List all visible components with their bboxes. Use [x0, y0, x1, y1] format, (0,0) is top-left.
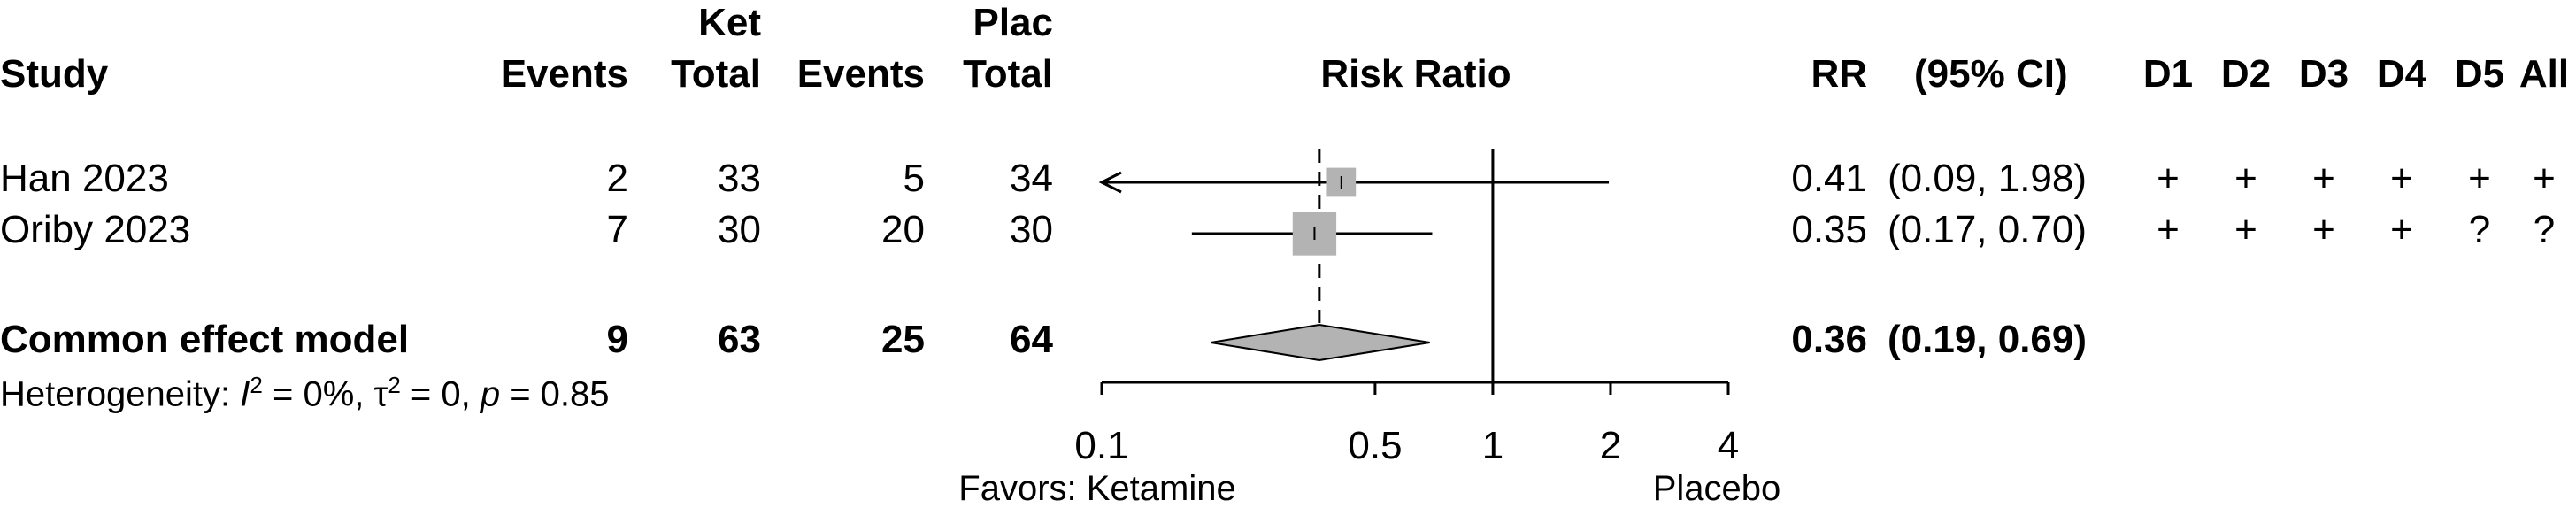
rob-d2-judgement: +: [2234, 157, 2257, 200]
ci-clipped-arrow: [1098, 171, 1122, 194]
rob-d1-judgement: +: [2157, 208, 2180, 251]
rob-overall-judgement: +: [2533, 157, 2556, 200]
pooled-exp-events: 9: [606, 318, 628, 361]
rob-d5-judgement: ?: [2468, 208, 2491, 251]
ctrl-events-cell: 5: [903, 157, 925, 200]
rob-d3-header: D3: [2298, 52, 2349, 96]
rob-d4-judgement: +: [2390, 157, 2413, 200]
rr-value: 0.35: [1791, 208, 1867, 251]
ctrl-group-header: Plac: [973, 1, 1053, 44]
rob-d3-judgement: +: [2312, 208, 2335, 251]
x-tick-label: 1: [1481, 424, 1504, 467]
rr-header: RR: [1811, 52, 1867, 96]
favors-right-label: Placebo: [1652, 469, 1781, 508]
study-name: Oriby 2023: [0, 208, 191, 251]
ci-header: (95% CI): [1914, 52, 2068, 96]
favors-left-label: Favors: Ketamine: [958, 469, 1236, 508]
exp-group-header: Ket: [698, 1, 761, 44]
exp-events-header: Events: [500, 52, 628, 96]
rob-d2-header: D2: [2220, 52, 2272, 96]
plot-title: Risk Ratio: [1320, 52, 1511, 96]
ctrl-total-cell: 30: [1010, 208, 1053, 251]
rob-d5-judgement: +: [2468, 157, 2491, 200]
pooled-effect-diamond: [1211, 323, 1430, 362]
rr-value: 0.41: [1791, 157, 1867, 200]
ci-value: (0.17, 0.70): [1888, 208, 2088, 251]
pooled-ci-value: (0.19, 0.69): [1888, 318, 2088, 361]
rob-d1-header: D1: [2142, 52, 2194, 96]
x-tick-label: 2: [1599, 424, 1622, 467]
study-column-header: Study: [0, 52, 109, 96]
rob-all-header: All: [2518, 52, 2570, 96]
rob-d2-judgement: +: [2234, 208, 2257, 251]
rob-overall-judgement: ?: [2533, 208, 2556, 251]
exp-events-cell: 7: [606, 208, 628, 251]
x-tick-label: 0.1: [1074, 424, 1129, 467]
exp-total-cell: 30: [718, 208, 761, 251]
exp-total-cell: 33: [718, 157, 761, 200]
ci-value: (0.09, 1.98): [1888, 157, 2088, 200]
study-name: Han 2023: [0, 157, 169, 200]
pooled-ctrl-events: 25: [881, 318, 925, 361]
exp-events-cell: 2: [606, 157, 628, 200]
rob-d3-judgement: +: [2312, 157, 2335, 200]
pooled-name: Common effect model: [0, 318, 410, 361]
x-tick-label: 0.5: [1348, 424, 1403, 467]
ctrl-events-header: Events: [796, 52, 925, 96]
rob-d5-header: D5: [2454, 52, 2505, 96]
pooled-rr-value: 0.36: [1791, 318, 1867, 361]
rob-d1-judgement: +: [2157, 157, 2180, 200]
ctrl-total-cell: 34: [1010, 157, 1053, 200]
pooled-exp-total: 63: [718, 318, 761, 361]
heterogeneity-stats: Heterogeneity: I2 = 0%, τ2 = 0, p = 0.85: [0, 372, 610, 414]
ctrl-events-cell: 20: [881, 208, 925, 251]
pooled-ctrl-total: 64: [1010, 318, 1053, 361]
x-tick-label: 4: [1717, 424, 1740, 467]
rob-d4-judgement: +: [2390, 208, 2413, 251]
exp-total-header: Total: [671, 52, 761, 96]
ctrl-total-header: Total: [963, 52, 1053, 96]
rob-d4-header: D4: [2376, 52, 2427, 96]
